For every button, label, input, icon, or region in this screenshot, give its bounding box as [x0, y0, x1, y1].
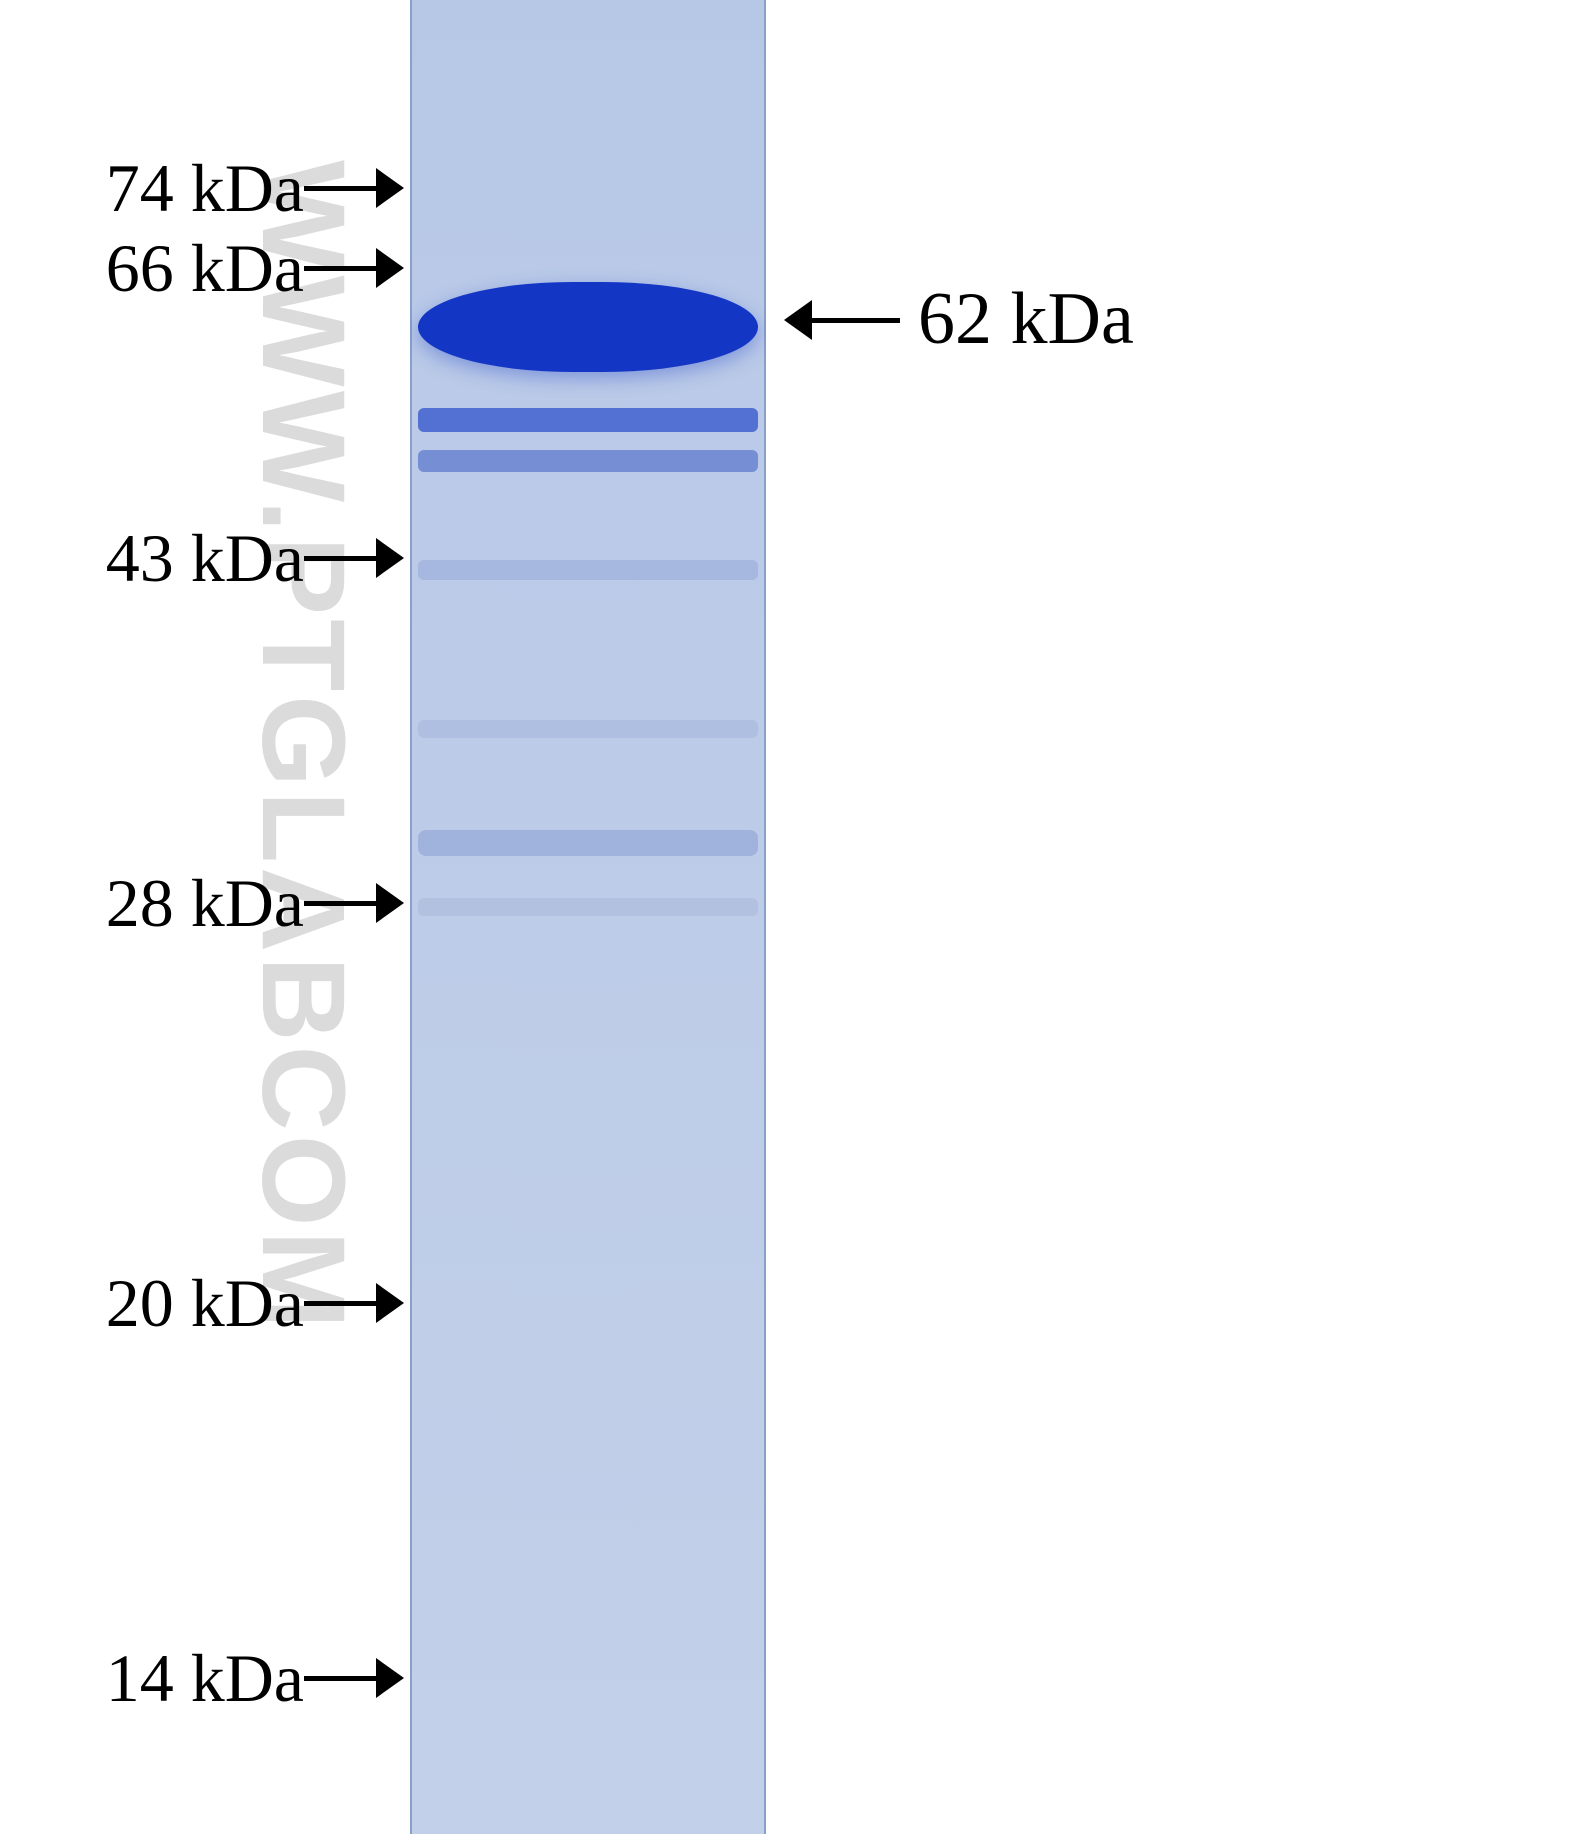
arrow-shaft: [304, 1676, 376, 1681]
arrow-shaft: [812, 318, 900, 323]
gel-lane: [410, 0, 766, 1834]
gel-band: [418, 720, 758, 738]
gel-band: [418, 830, 758, 856]
arrow-shaft: [304, 901, 376, 906]
arrow-head-icon: [376, 168, 404, 208]
arrow: [304, 248, 404, 288]
arrow: [304, 168, 404, 208]
gel-band: [418, 282, 758, 372]
arrow-head-icon: [376, 883, 404, 923]
arrow-shaft: [304, 186, 376, 191]
arrow-shaft: [304, 556, 376, 561]
gel-figure: WWW.PTGLABCOM 74 kDa66 kDa 43 kDa 28 kDa 20…: [0, 0, 1585, 1834]
gel-lane-background: [410, 0, 766, 1834]
arrow-head-icon: [376, 248, 404, 288]
marker-label: 14 kDa: [106, 1639, 304, 1718]
marker-label: 28 kDa: [106, 864, 304, 943]
marker-label: 20 kDa: [106, 1264, 304, 1343]
watermark-text: WWW.PTGLABCOM: [235, 160, 371, 1333]
arrow-head-icon: [376, 538, 404, 578]
gel-band: [418, 898, 758, 916]
target-band-label: 62 kDa: [918, 277, 1134, 362]
arrow-head-icon: [376, 1658, 404, 1698]
arrow: [304, 538, 404, 578]
marker-label: 74 kDa: [106, 149, 304, 228]
arrow-head-icon: [784, 300, 812, 340]
arrow: [784, 300, 900, 340]
arrow: [304, 883, 404, 923]
arrow-head-icon: [376, 1283, 404, 1323]
gel-band: [418, 560, 758, 580]
marker-label: 66 kDa: [106, 229, 304, 308]
arrow: [304, 1283, 404, 1323]
marker-label: 43 kDa: [106, 519, 304, 598]
gel-band: [418, 450, 758, 472]
gel-band: [418, 408, 758, 432]
arrow-shaft: [304, 1301, 376, 1306]
arrow-shaft: [304, 266, 376, 271]
arrow: [304, 1658, 404, 1698]
